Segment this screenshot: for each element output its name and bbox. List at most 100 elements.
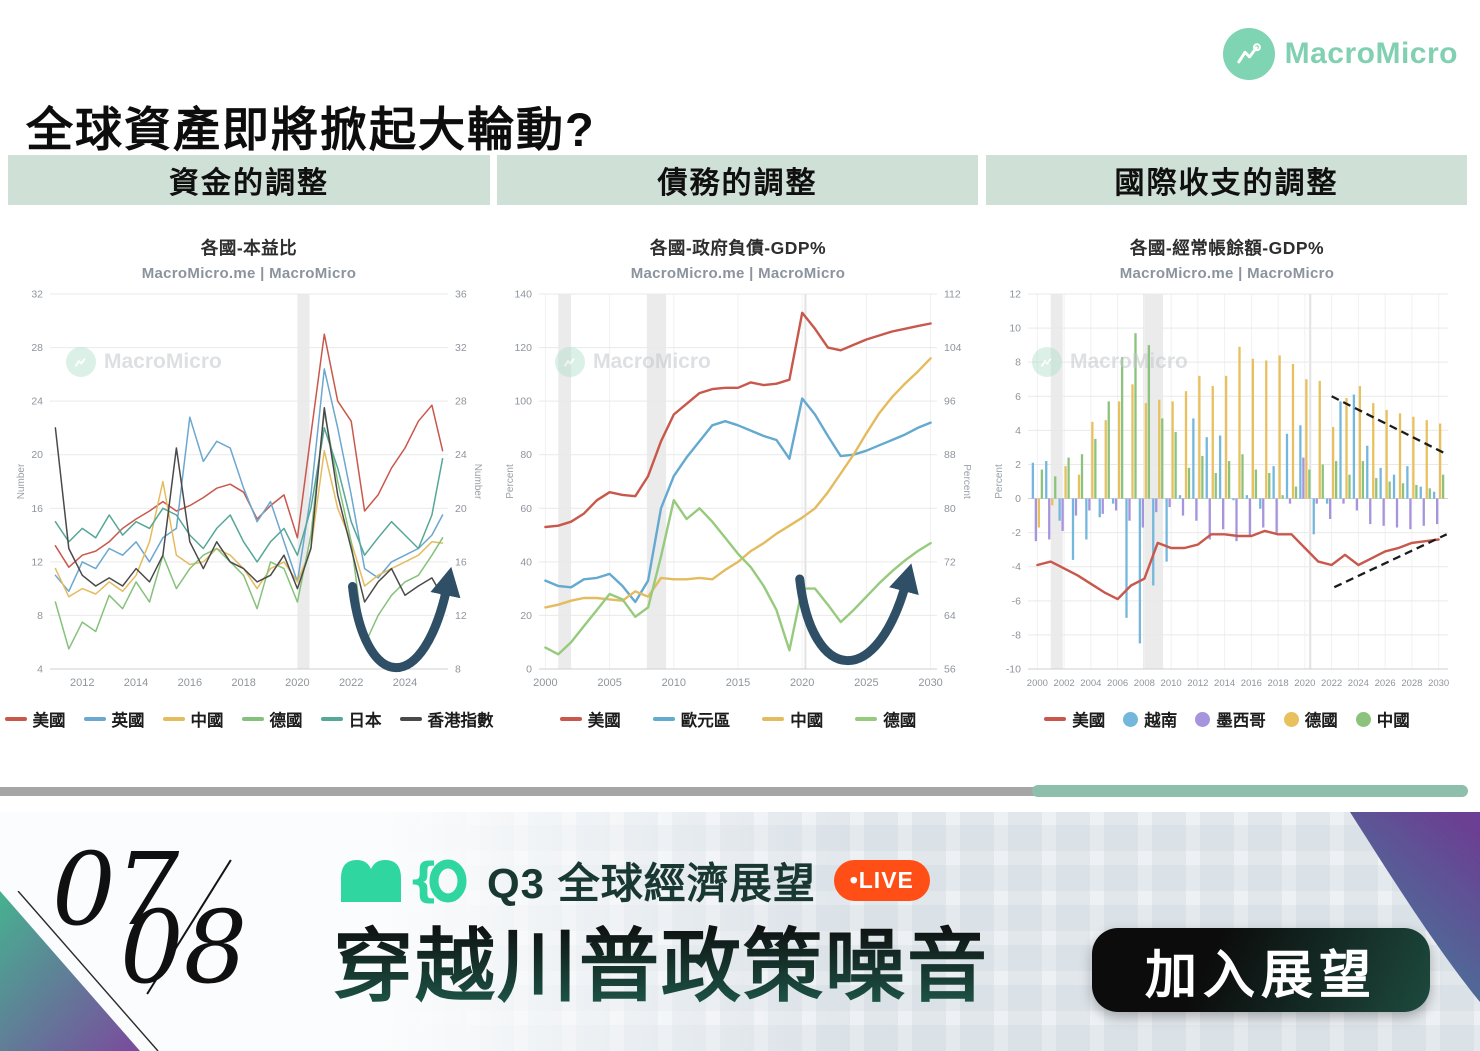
legend-line-cn: [162, 717, 185, 721]
legend-item-jp: 日本: [320, 707, 382, 731]
rotation-arrow: [795, 563, 919, 665]
svg-text:2015: 2015: [726, 677, 750, 689]
bar-mx: [1141, 498, 1145, 528]
bar-cn: [1281, 495, 1284, 499]
y-axis-label-right: Percent: [961, 464, 972, 499]
bar-cn: [1375, 478, 1378, 499]
chart-subtitle: MacroMicro.me | MacroMicro: [630, 265, 846, 282]
series-line-uk: [54, 368, 444, 593]
m-glyph: [341, 860, 401, 902]
svg-text:12: 12: [455, 610, 467, 622]
bar-cn: [1161, 418, 1164, 499]
bar-mx: [1101, 498, 1104, 514]
page-title: 全球資產即將掀起大輪動?: [26, 103, 596, 157]
svg-text:12: 12: [1009, 289, 1021, 301]
bar-mx: [1248, 498, 1252, 537]
svg-text:36: 36: [455, 289, 467, 301]
series-line-de: [544, 498, 932, 656]
bar-de: [1037, 498, 1041, 528]
bar-vn: [1272, 466, 1275, 499]
macromicro-logo-icon: [1222, 28, 1275, 80]
bar-vn: [1085, 498, 1088, 540]
bar-cn: [1214, 472, 1217, 499]
bar-cn: [1348, 474, 1351, 499]
bar-mx: [1395, 498, 1399, 528]
svg-text:2012: 2012: [70, 677, 94, 689]
svg-text:2010: 2010: [662, 677, 686, 689]
recession-band: [297, 294, 310, 669]
event-date-day: 08: [120, 889, 248, 1006]
recession-band: [1050, 294, 1063, 669]
divider-bar-green: [1032, 785, 1468, 797]
chart-legend: 美國 英國 中國 德國 日本 香港指數: [4, 707, 494, 731]
event-headline: 穿越川普政策噪音: [333, 902, 989, 1018]
legend-dot-mx: [1195, 711, 1211, 727]
legend-line-us: [4, 717, 27, 721]
bar-de: [1278, 355, 1281, 499]
bar-vn: [1352, 394, 1356, 499]
svg-text:2030: 2030: [918, 677, 942, 689]
bar-de: [1385, 409, 1388, 499]
bar-de: [1184, 391, 1188, 499]
legend-label: 中國: [190, 712, 224, 730]
bar-vn: [1245, 495, 1249, 499]
svg-text:6: 6: [1015, 391, 1021, 403]
svg-text:2004: 2004: [1080, 678, 1101, 689]
bar-de: [1318, 380, 1321, 499]
current-account-chart-canvas: -10 -8 -6 -4 -2 0 2 4 6 8 10 12 2000 2002 2004 2006 2008…: [994, 289, 1449, 690]
svg-text:-2: -2: [1012, 527, 1021, 539]
bar-cn: [1361, 461, 1365, 499]
bar-cn: [1201, 455, 1204, 499]
bar-mx: [1221, 498, 1225, 530]
svg-text:20: 20: [520, 610, 532, 622]
chart-subtitle: MacroMicro.me | MacroMicro: [1119, 265, 1335, 282]
bar-vn: [1312, 498, 1315, 535]
chart-card-current-account: 各國-經常帳餘額-GDP% MacroMicro.me | MacroMicro…: [992, 235, 1462, 731]
bar-cn: [1308, 469, 1311, 499]
y-axis-label-left: Number: [16, 463, 27, 499]
bar-mx: [1422, 498, 1425, 526]
bar-mx: [1275, 498, 1278, 533]
legend-line-us: [559, 717, 582, 721]
svg-text:2016: 2016: [178, 677, 202, 689]
bar-cn: [1134, 333, 1137, 499]
bar-cn: [1107, 401, 1110, 499]
bar-vn: [1045, 461, 1048, 499]
svg-text:88: 88: [944, 449, 956, 461]
svg-text:0: 0: [526, 664, 532, 676]
live-badge[interactable]: •LIVE: [833, 860, 930, 901]
bar-vn: [1259, 498, 1262, 509]
legend-line-uk: [83, 717, 106, 721]
svg-text:24: 24: [31, 396, 43, 408]
bar-de: [1117, 401, 1121, 499]
o-glyph: [429, 859, 467, 903]
svg-text:16: 16: [455, 556, 467, 568]
legend-item-de: 德國: [1283, 707, 1338, 731]
svg-text:-8: -8: [1012, 629, 1021, 641]
bar-mx: [1435, 498, 1439, 525]
bar-cn: [1388, 481, 1391, 499]
chart-title: 各國-政府負債-GDP%: [649, 238, 827, 258]
svg-text:2018: 2018: [1268, 678, 1289, 689]
bar-mx: [1328, 498, 1332, 519]
legend-label: 香港指數: [427, 712, 494, 730]
svg-text:104: 104: [944, 342, 962, 354]
bar-de: [1144, 403, 1148, 499]
legend-dot-vn: [1123, 711, 1139, 727]
svg-text:2022: 2022: [1321, 678, 1342, 689]
bar-de: [1398, 413, 1402, 499]
svg-text:80: 80: [944, 503, 956, 515]
bar-cn: [1080, 454, 1084, 499]
event-title-row: Q3 全球經濟展望 •LIVE: [487, 850, 930, 911]
chart-card-pe-ratio: 各國-本益比 MacroMicro.me | MacroMicro MacroM…: [4, 235, 494, 731]
svg-text:2000: 2000: [533, 677, 557, 689]
bar-cn: [1441, 474, 1445, 499]
join-outlook-button[interactable]: 加入展望: [1092, 928, 1430, 1012]
bar-cn: [1174, 432, 1177, 499]
svg-text:2022: 2022: [339, 677, 363, 689]
svg-text:24: 24: [455, 449, 467, 461]
series-line-cn: [544, 357, 932, 609]
bar-vn: [1165, 498, 1168, 562]
svg-text:10: 10: [1009, 323, 1021, 335]
legend-item-ez: 歐元區: [652, 707, 730, 731]
